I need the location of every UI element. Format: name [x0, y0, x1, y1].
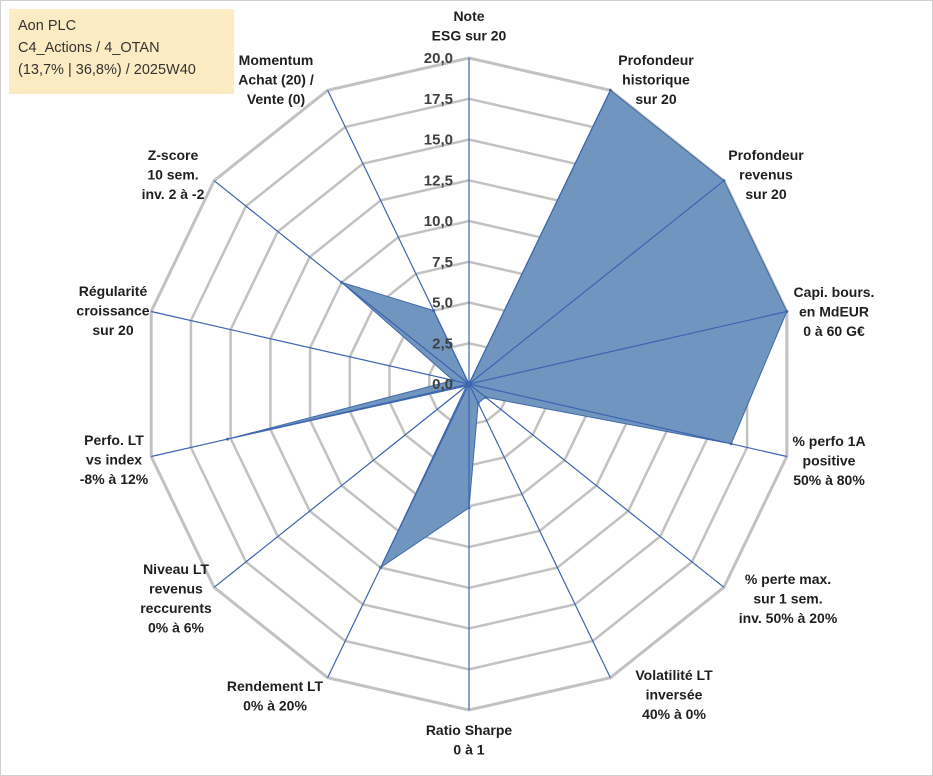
- data-point: [226, 437, 229, 441]
- axis-label-line: sur 20: [745, 186, 786, 202]
- data-point: [729, 442, 733, 446]
- tick-label: 5,0: [432, 295, 453, 312]
- axis-label-line: % perte max.: [745, 571, 831, 587]
- tick-label: 17,5: [424, 91, 453, 108]
- axis-spokes: [151, 58, 787, 710]
- axis-label-line: 40% à 0%: [642, 706, 706, 722]
- axis-spoke: [468, 310, 787, 385]
- data-point: [379, 566, 383, 570]
- axis-label: Rendement LT 0% à 20%: [227, 678, 324, 714]
- axis-spoke: [468, 383, 787, 458]
- axis-label-line: Perfo. LT: [84, 432, 144, 448]
- axis-label: Capi. bours. en MdEUR 0 à 60 G€: [794, 284, 875, 339]
- axis-label-line: en MdEUR: [799, 304, 869, 320]
- axis-label-line: 0% à 6%: [148, 620, 205, 636]
- data-point: [451, 378, 455, 382]
- tick-label: 20,0: [424, 50, 453, 67]
- axis-label-line: % perfo 1A: [792, 433, 865, 449]
- axis-label-line: Achat (20) /: [238, 72, 314, 88]
- data-point: [785, 310, 789, 313]
- axis-label: % perte max. sur 1 sem. inv. 50% à 20%: [739, 571, 838, 626]
- axis-label: Niveau LT revenus reccurents 0% à 6%: [140, 561, 212, 636]
- axis-label-line: Rendement LT: [227, 678, 324, 694]
- axis-label: Momentum Achat (20) / Vente (0): [238, 52, 314, 107]
- axis-spoke: [327, 90, 470, 385]
- axis-label-line: 10 sem.: [147, 167, 198, 183]
- axis-label-line: historique: [622, 72, 690, 88]
- axis-label-line: -8% à 12%: [80, 471, 149, 487]
- axis-label: Ratio Sharpe 0 à 1: [426, 722, 513, 758]
- axis-label-line: Capi. bours.: [794, 284, 875, 300]
- axis-spoke: [468, 383, 725, 588]
- data-point: [467, 506, 471, 510]
- axis-label: Note ESG sur 20: [432, 8, 507, 44]
- data-point: [340, 280, 344, 284]
- axis-label-line: Z-score: [148, 147, 199, 163]
- data-point: [722, 179, 726, 183]
- axis-label-line: Régularité: [79, 283, 148, 299]
- axis-spoke: [151, 310, 470, 385]
- axis-label-line: vs index: [86, 452, 142, 468]
- data-point: [465, 384, 468, 388]
- tick-label: 15,0: [424, 132, 453, 149]
- tick-label: 7,5: [432, 254, 453, 271]
- info-stats: (13,7% | 36,8%) / 2025W40: [18, 62, 196, 78]
- axis-label-line: inv. 50% à 20%: [739, 610, 838, 626]
- tick-label: 2,5: [432, 335, 453, 352]
- data-point: [608, 88, 612, 92]
- axis-label: Volatilité LT inversée 40% à 0%: [635, 667, 713, 722]
- data-point: [467, 382, 471, 386]
- axis-spoke: [327, 383, 470, 678]
- axis-label-line: inv. 2 à -2: [142, 186, 205, 202]
- axis-label: Profondeur historique sur 20: [618, 52, 694, 107]
- axis-label-line: Profondeur: [618, 52, 694, 68]
- tick-label: 0,0: [432, 376, 453, 393]
- axis-label-line: positive: [803, 453, 856, 469]
- axis-label-line: Note: [453, 8, 484, 24]
- axis-label-line: inversée: [646, 687, 703, 703]
- info-box: Aon PLC C4_Actions / 4_OTAN (13,7% | 36,…: [9, 9, 234, 94]
- axis-label: Z-score 10 sem. inv. 2 à -2: [142, 147, 205, 202]
- axis-label-line: Vente (0): [247, 91, 305, 107]
- info-portfolio: C4_Actions / 4_OTAN: [18, 40, 160, 56]
- tick-label: 12,5: [424, 172, 453, 189]
- axis-spoke: [468, 383, 611, 678]
- axis-label-line: reccurents: [140, 600, 212, 616]
- series-area: [227, 89, 788, 570]
- axis-spoke: [151, 383, 470, 458]
- axis-label-line: Momentum: [239, 52, 314, 68]
- axis-label-line: ESG sur 20: [432, 28, 507, 44]
- axis-spoke: [468, 180, 725, 385]
- axis-labels: Note ESG sur 20 Profondeur historique sur 20…: [76, 8, 874, 758]
- axis-label-line: revenus: [149, 581, 203, 597]
- axis-label-line: Niveau LT: [143, 561, 209, 577]
- data-points: [226, 88, 789, 570]
- data-point: [484, 395, 488, 399]
- data-point: [476, 401, 480, 405]
- axis-label-line: revenus: [739, 167, 793, 183]
- axis-label-line: Profondeur: [728, 147, 804, 163]
- axis-spoke: [213, 383, 470, 588]
- info-company: Aon PLC: [18, 18, 77, 34]
- data-point: [432, 309, 436, 313]
- axis-label-line: sur 20: [92, 322, 133, 338]
- axis-label-line: sur 20: [635, 91, 676, 107]
- radial-tick-labels: 0,0 2,5 5,0 7,5 10,0 12,5 15,0 17,5 20,0: [424, 50, 453, 393]
- axis-label: Profondeur revenus sur 20: [728, 147, 804, 202]
- axis-label-line: 0 à 60 G€: [803, 323, 865, 339]
- axis-label-line: 50% à 80%: [793, 472, 865, 488]
- tick-label: 10,0: [424, 213, 453, 230]
- axis-label: % perfo 1A positive 50% à 80%: [792, 433, 865, 488]
- axis-label: Perfo. LT vs index -8% à 12%: [80, 432, 149, 487]
- axis-label-line: croissance: [76, 303, 149, 319]
- axis-label-line: Volatilité LT: [635, 667, 713, 683]
- axis-label-line: 0 à 1: [453, 742, 484, 758]
- axis-label-line: 0% à 20%: [243, 698, 307, 714]
- axis-label-line: sur 1 sem.: [753, 591, 822, 607]
- axis-label-line: Ratio Sharpe: [426, 722, 513, 738]
- axis-label: Régularité croissance sur 20: [76, 283, 149, 338]
- axis-spoke: [468, 90, 611, 385]
